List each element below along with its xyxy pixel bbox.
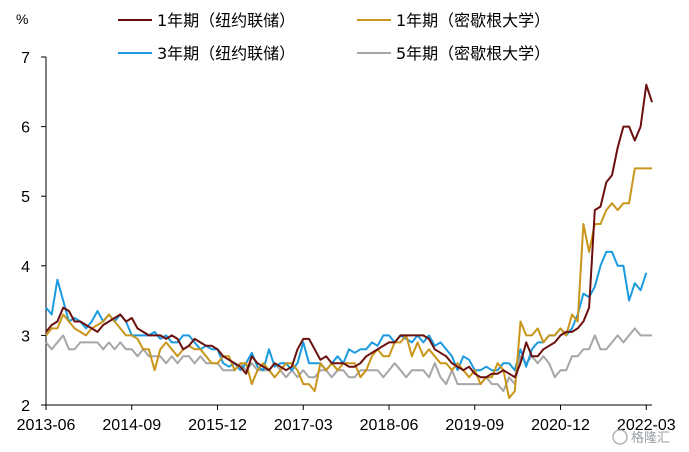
y-tick-label: 6 xyxy=(21,120,30,137)
x-tick-label: 2018-06 xyxy=(360,417,419,434)
x-tick-label: 2014-09 xyxy=(102,417,161,434)
y-tick-label: 4 xyxy=(21,259,30,276)
axes: 2 3 4 5 6 7 2013-06 2014-09 2015-12 2017-03 2018-0… xyxy=(17,50,676,434)
x-tick-label: 2019-09 xyxy=(445,417,504,434)
watermark-text: 格隆汇 xyxy=(631,430,670,446)
series-line-3 xyxy=(45,250,648,372)
legend-label: 1年期（密歇根大学） xyxy=(396,11,550,30)
y-tick-label: 7 xyxy=(21,50,30,67)
y-tick-label: 3 xyxy=(21,328,30,345)
series-line-2 xyxy=(45,167,652,399)
legend-label: 5年期（密歇根大学） xyxy=(396,44,550,63)
y-tick-label: 5 xyxy=(21,189,30,206)
x-tick-label: 2013-06 xyxy=(17,417,76,434)
watermark-logo-icon xyxy=(612,429,628,445)
series-layer xyxy=(45,83,653,399)
legend: 1年期（纽约联储） 1年期（密歇根大学） 3年期（纽约联储） 5年期（密歇根大学） xyxy=(118,11,550,63)
y-unit-label: % xyxy=(16,11,28,27)
legend-label: 3年期（纽约联储） xyxy=(157,44,295,63)
watermark: 格隆汇 xyxy=(612,429,670,446)
series-line-1 xyxy=(45,83,653,379)
x-tick-label: 2020-12 xyxy=(531,417,590,434)
series-line-4 xyxy=(45,327,652,393)
x-tick-label: 2022-03 xyxy=(617,417,676,434)
legend-label: 1年期（纽约联储） xyxy=(157,11,295,30)
x-tick-label: 2015-12 xyxy=(188,417,247,434)
x-tick-label: 2017-03 xyxy=(274,417,333,434)
y-tick-label: 2 xyxy=(21,398,30,415)
